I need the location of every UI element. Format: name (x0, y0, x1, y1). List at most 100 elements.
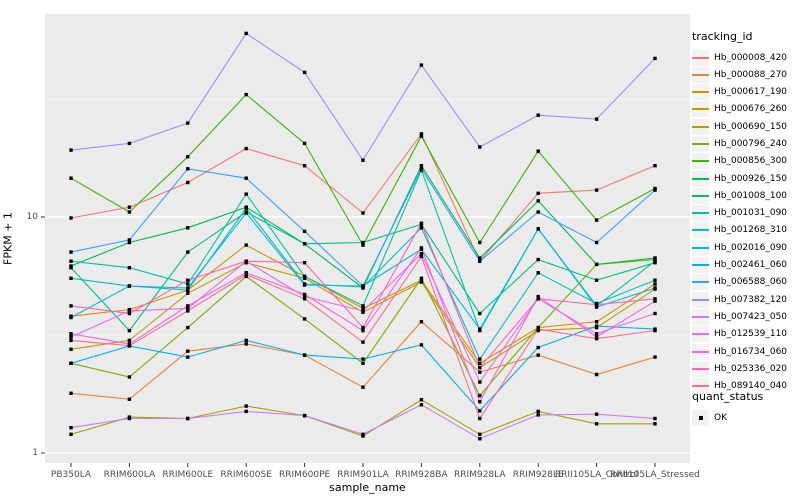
data-point (127, 141, 132, 146)
data-point (302, 317, 307, 321)
data-point (478, 365, 482, 370)
data-point (419, 398, 424, 402)
legend-entry: Hb_012539_110 (692, 326, 798, 343)
x-tick-label: RRIM928BA (395, 470, 448, 480)
data-point (361, 340, 365, 344)
data-point (419, 167, 424, 171)
data-point (127, 338, 132, 343)
data-point (69, 432, 73, 436)
data-point (127, 309, 132, 313)
data-point (536, 113, 540, 117)
data-point (419, 134, 424, 138)
data-point (536, 227, 540, 231)
legend-label: Hb_002461_060 (714, 260, 788, 271)
data-point (594, 320, 599, 324)
data-point (186, 306, 190, 311)
data-point (186, 349, 190, 353)
data-point (69, 216, 73, 220)
data-point (361, 240, 365, 245)
data-point (127, 375, 132, 379)
data-point (478, 240, 482, 245)
data-point (244, 338, 248, 343)
data-point (594, 240, 599, 245)
legend-key-swatch (692, 308, 709, 325)
data-point (186, 309, 190, 313)
legend-label: Hb_001268_310 (714, 225, 788, 236)
legend-label: Hb_000856_300 (714, 156, 788, 167)
data-point (186, 416, 190, 421)
legend-entry: Hb_000926_150 (692, 170, 798, 187)
data-point (594, 278, 599, 282)
data-point (478, 259, 482, 263)
data-point (536, 199, 540, 203)
data-point (302, 276, 307, 280)
data-point (244, 146, 248, 151)
data-point (127, 344, 132, 348)
legend-key-swatch (692, 84, 709, 101)
legend-key-swatch (692, 222, 709, 239)
data-point (302, 141, 307, 146)
data-point (244, 92, 248, 97)
data-point (536, 327, 540, 331)
data-point (536, 271, 540, 275)
data-point (653, 416, 657, 421)
legend-key-line-icon (692, 367, 709, 370)
x-tick-label: RRII105LA_Control (554, 470, 639, 480)
data-point (653, 56, 657, 61)
data-point (302, 70, 307, 75)
legend-label: Hb_000926_150 (714, 173, 788, 184)
data-point (244, 211, 248, 215)
legend-key-swatch (692, 101, 709, 118)
data-point (478, 432, 482, 436)
data-point (594, 412, 599, 416)
data-point (302, 261, 307, 265)
data-point (594, 372, 599, 377)
data-point (186, 355, 190, 359)
data-point (361, 158, 365, 162)
data-point (536, 149, 540, 153)
legend-key-line-icon (692, 142, 709, 145)
data-point (186, 282, 190, 286)
legend-label: Hb_000796_240 (714, 138, 788, 149)
data-point (419, 280, 424, 284)
data-point (186, 325, 190, 330)
data-point (653, 164, 657, 168)
legend-key-line-icon (692, 177, 709, 180)
data-point (536, 413, 540, 417)
data-point (594, 422, 599, 426)
legend-key-line-icon (692, 56, 709, 59)
data-point (419, 320, 424, 324)
data-point (69, 332, 73, 336)
legend-label: Hb_001008_100 (714, 190, 788, 201)
data-point (244, 243, 248, 247)
legend-label: Hb_000690_150 (714, 121, 788, 132)
data-point (419, 251, 424, 256)
data-point (186, 121, 190, 125)
x-tick-label: RRIM928LE (512, 470, 564, 480)
data-point (361, 309, 365, 313)
data-point (653, 188, 657, 192)
data-point (419, 132, 424, 136)
y-tick-label: 1 (32, 448, 38, 458)
legend-key-swatch (692, 274, 709, 291)
data-point (127, 342, 132, 346)
legend-label: OK (714, 412, 727, 423)
legend-entry: Hb_000690_150 (692, 118, 798, 135)
data-point (361, 357, 365, 361)
legend-key-line-icon (692, 333, 709, 336)
data-point (478, 393, 482, 398)
data-point (536, 294, 540, 299)
legend-key-swatch (692, 239, 709, 256)
data-point (653, 355, 657, 359)
data-point (302, 283, 307, 287)
legend2-title: quant_status (692, 390, 764, 403)
data-point (536, 191, 540, 195)
data-point (302, 292, 307, 297)
legend-label: Hb_000676_260 (714, 104, 788, 115)
data-point (69, 176, 73, 180)
data-point (302, 274, 307, 279)
data-point (361, 284, 365, 288)
data-point (69, 304, 73, 308)
data-point (653, 311, 657, 316)
data-point (536, 409, 540, 414)
